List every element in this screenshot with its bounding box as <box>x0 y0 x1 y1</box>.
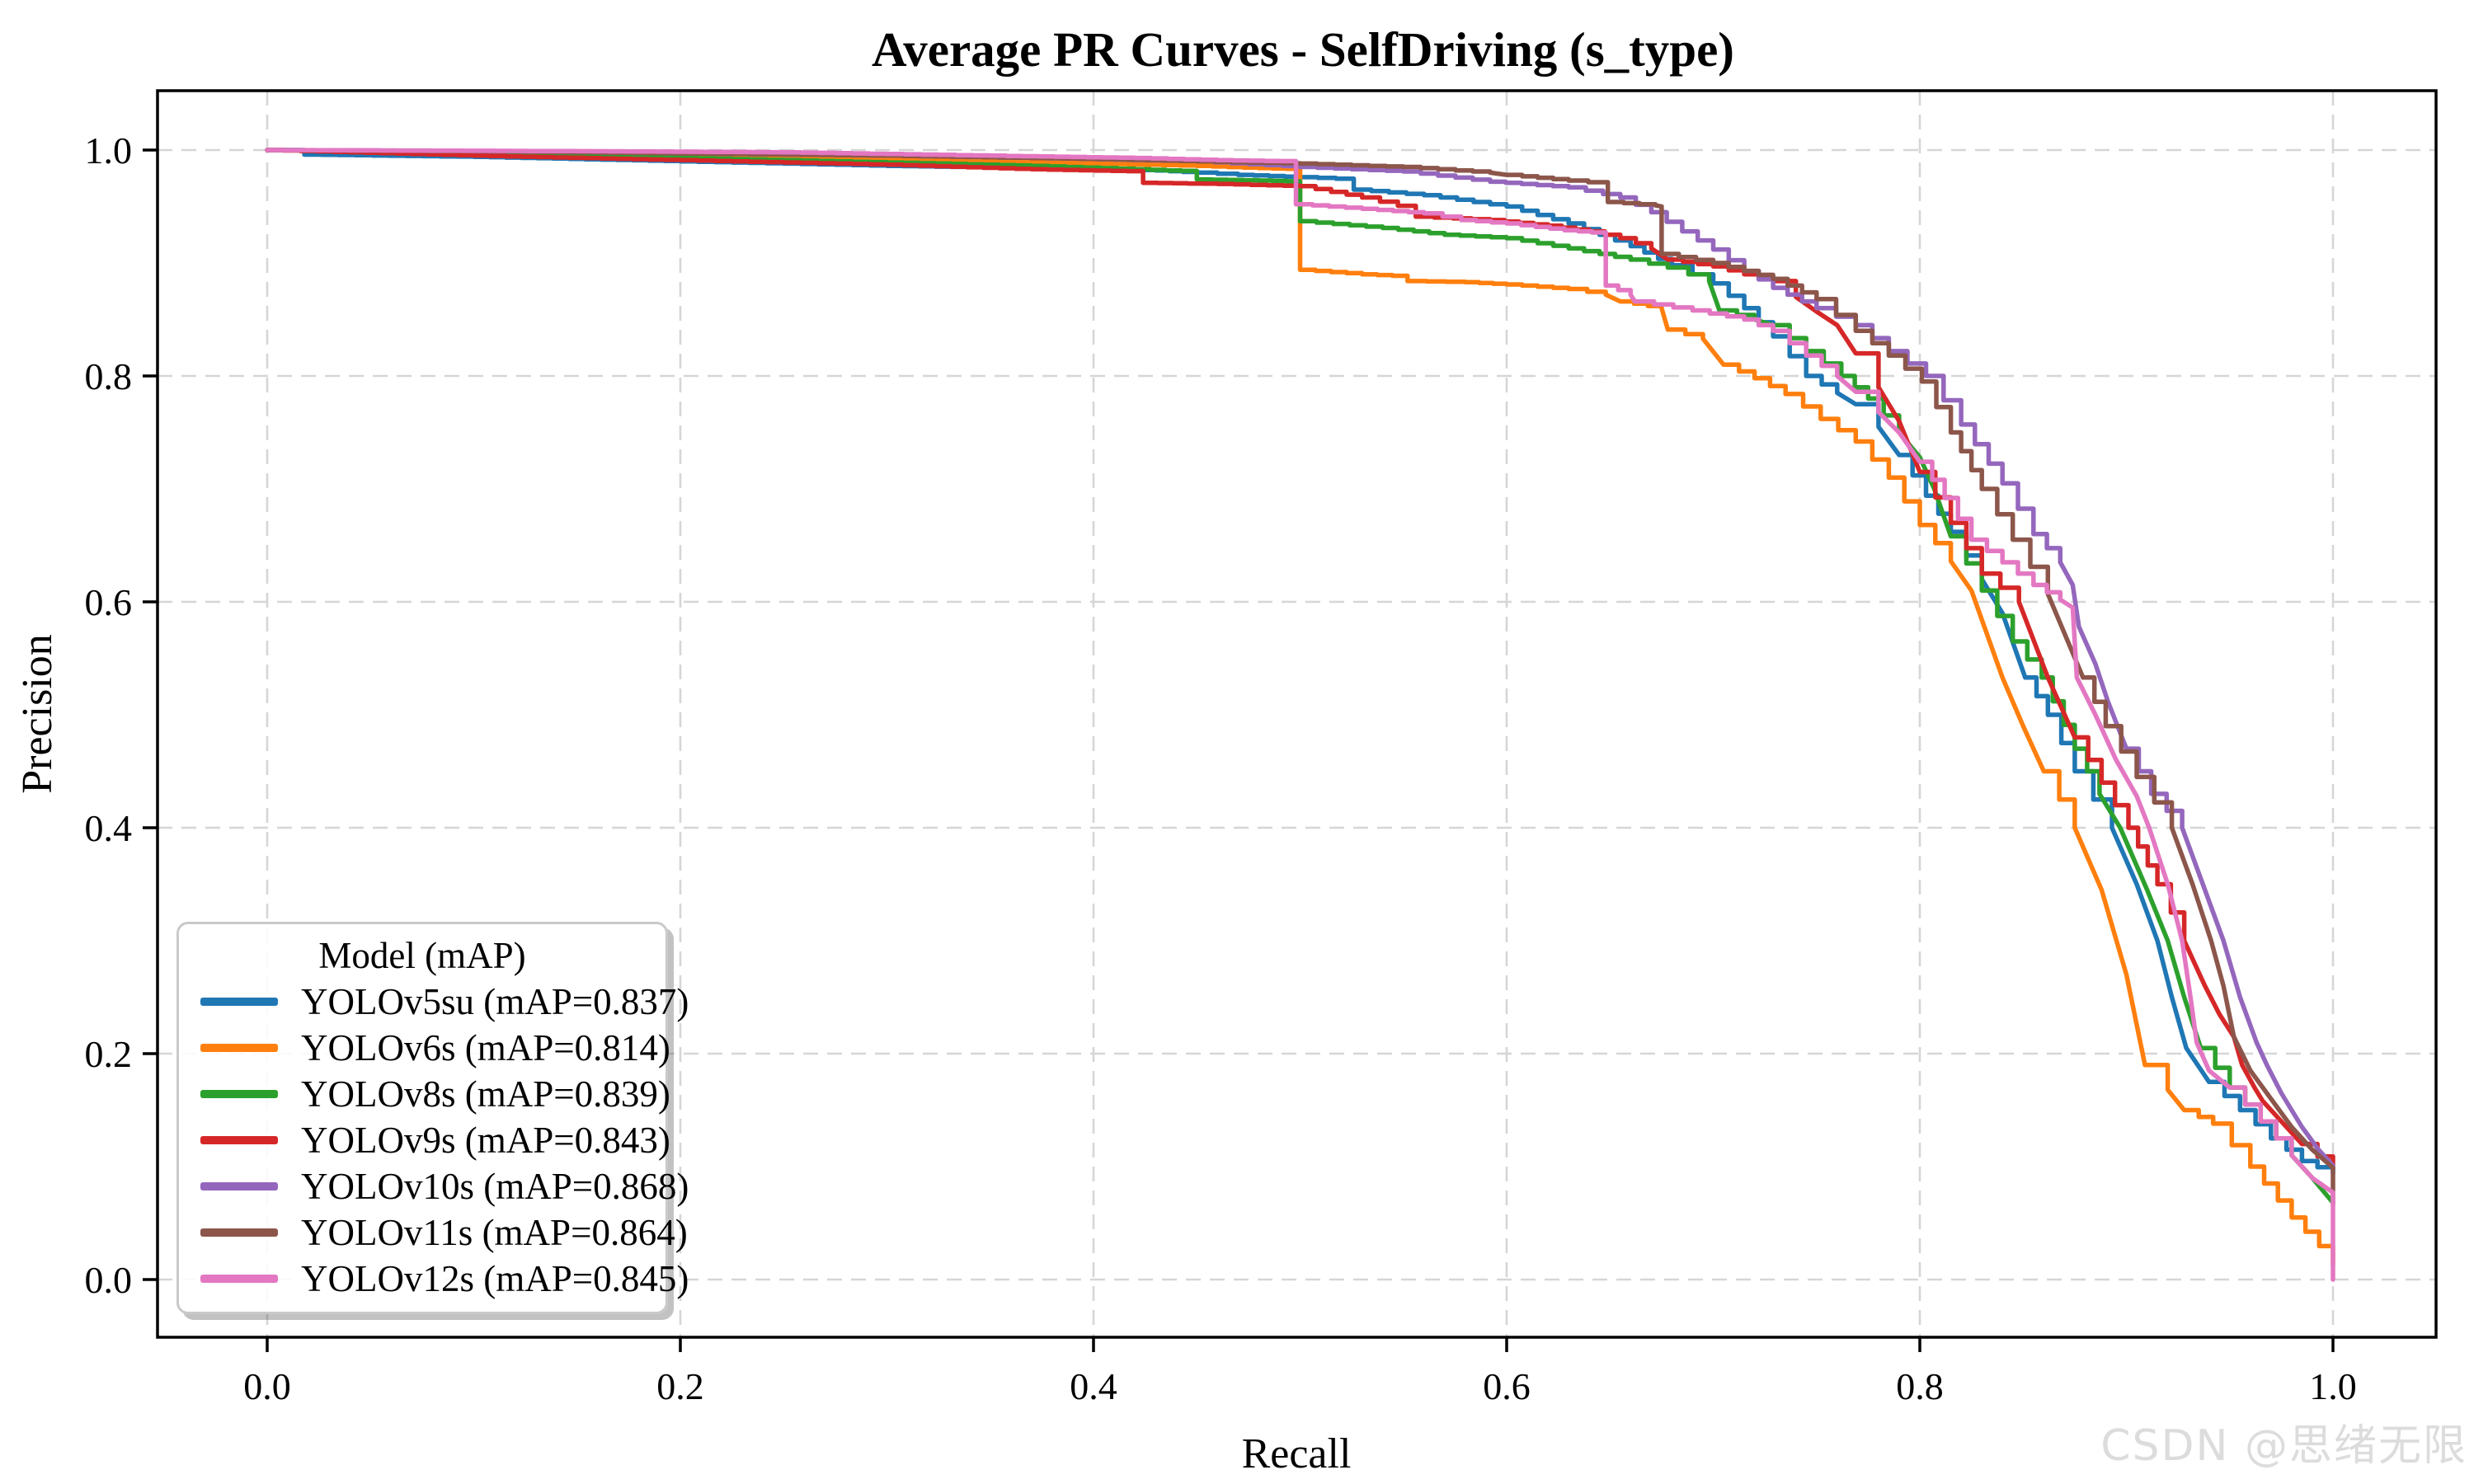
legend-label: YOLOv12s (mAP=0.845) <box>301 1258 689 1299</box>
legend-swatch-yolov6s <box>200 1044 278 1052</box>
legend-swatch-yolov9s <box>200 1136 278 1144</box>
ticks-layer <box>143 148 2335 1352</box>
y-tick-label: 0.6 <box>85 581 133 623</box>
x-tick-label: 1.0 <box>2309 1365 2357 1407</box>
y-tick-label: 0.2 <box>85 1033 133 1075</box>
legend-title: Model (mAP) <box>318 935 526 976</box>
x-tick-label: 0.8 <box>1896 1365 1944 1407</box>
legend-item-yolov9s: YOLOv9s (mAP=0.843) <box>190 1119 670 1162</box>
x-axis-label: Recall <box>1242 1430 1352 1477</box>
chart-title: Average PR Curves - SelfDriving (s_type) <box>872 22 1734 77</box>
y-tick-label: 0.8 <box>85 355 133 397</box>
y-tick-label: 0.4 <box>85 807 133 849</box>
legend-item-yolov10s: YOLOv10s (mAP=0.868) <box>190 1165 689 1208</box>
legend-label: YOLOv5su (mAP=0.837) <box>301 981 689 1022</box>
legend-swatch-yolov12s <box>200 1275 278 1283</box>
legend-item-yolov12s: YOLOv12s (mAP=0.845) <box>190 1257 689 1300</box>
curve-yolov9s <box>265 148 2335 1172</box>
legend-swatch-yolov11s <box>200 1228 278 1237</box>
plot-frame <box>156 89 2438 1339</box>
x-tick-label: 0.2 <box>656 1365 704 1407</box>
legend-label: YOLOv6s (mAP=0.814) <box>301 1027 670 1068</box>
legend-label: YOLOv8s (mAP=0.839) <box>301 1073 670 1115</box>
legend-item-yolov6s: YOLOv6s (mAP=0.814) <box>190 1026 670 1069</box>
x-tick-label: 0.4 <box>1070 1365 1117 1407</box>
y-tick-label: 0.0 <box>85 1259 133 1301</box>
legend-label: YOLOv11s (mAP=0.864) <box>301 1212 688 1253</box>
y-axis-label: Precision <box>14 634 61 794</box>
legend-item-yolov8s: YOLOv8s (mAP=0.839) <box>190 1073 670 1115</box>
tick-labels-layer: 0.0 0.2 0.4 0.6 0.8 1.0 0.0 0.2 0.4 0.6 0.8 1.0 <box>85 129 2357 1407</box>
legend-item-yolov5su: YOLOv5su (mAP=0.837) <box>190 980 689 1023</box>
y-tick-label: 1.0 <box>85 129 133 171</box>
x-tick-label: 0.6 <box>1483 1365 1531 1407</box>
grid-layer <box>158 91 2436 1337</box>
legend-swatch-yolov5su <box>200 998 278 1006</box>
legend-label: YOLOv9s (mAP=0.843) <box>301 1120 670 1161</box>
legend-swatch-yolov8s <box>200 1090 278 1098</box>
legend-item-yolov11s: YOLOv11s (mAP=0.864) <box>190 1211 688 1254</box>
x-tick-label: 0.0 <box>243 1365 291 1407</box>
legend-swatch-yolov10s <box>200 1182 278 1190</box>
curve-yolov12s <box>265 148 2335 1282</box>
legend-label: YOLOv10s (mAP=0.868) <box>301 1166 689 1207</box>
csdn-watermark: CSDN @思绪无限 <box>2100 1421 2467 1471</box>
legend: Model (mAP) YOLOv5su (mAP=0.837) YOLOv6s… <box>176 922 689 1314</box>
curves-layer <box>265 148 2335 1282</box>
